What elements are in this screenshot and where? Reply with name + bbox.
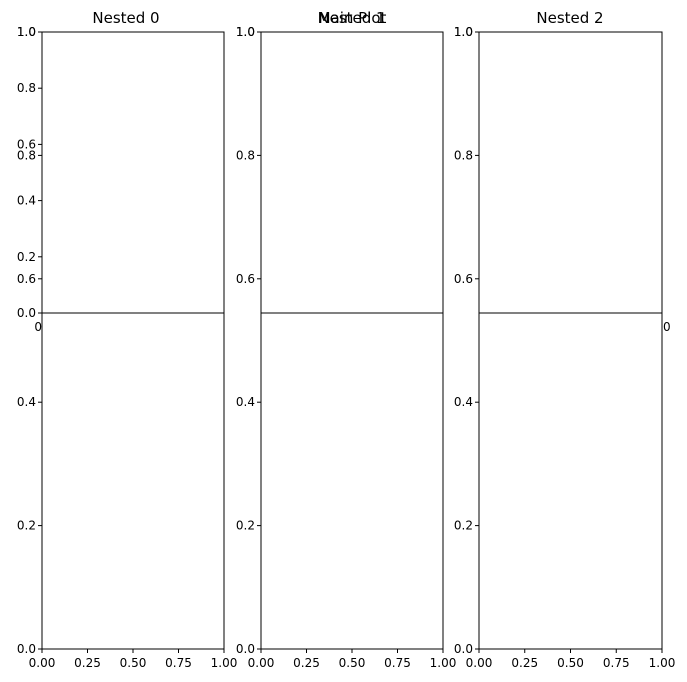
nested-0-ytick-label: 0.8 xyxy=(17,81,36,95)
main-plot-xtick-label: 0.50 xyxy=(339,656,366,670)
main-plot-xtick-label: 0.75 xyxy=(384,656,411,670)
main-plot-col0-ytick-label: 1.0 xyxy=(17,25,36,39)
nested-1-title: Nested 1 xyxy=(318,9,385,27)
main-plot-col1-ytick-label: 0.4 xyxy=(236,395,255,409)
main-plot-col1-ytick-label: 1.0 xyxy=(236,25,255,39)
nested-plot-0: Nested 0 xyxy=(41,9,225,314)
nested-0-title: Nested 0 xyxy=(92,9,159,27)
main-plot-xtick-label: 0.75 xyxy=(603,656,630,670)
nested-0-ytick-label: 0.2 xyxy=(17,250,36,264)
main-plot-col2-ytick-label: 1.0 xyxy=(454,25,473,39)
nested-plot-1: Nested 1 xyxy=(260,9,444,314)
main-plot-xtick-label: 0.50 xyxy=(120,656,147,670)
main-plot-col1-ytick-label: 0.0 xyxy=(236,642,255,656)
nested-2-xtick-label: 0 xyxy=(663,320,671,334)
main-plot-col2-ytick-label: 0.6 xyxy=(454,272,473,286)
main-plot-col2-ytick-label: 0.4 xyxy=(454,395,473,409)
main-plot-xtick-label: 0.00 xyxy=(29,656,56,670)
nested-2-ytick-label: 1.0 xyxy=(454,25,473,39)
main-plot-xtick-label: 1.00 xyxy=(211,656,238,670)
nested-0-ytick-label: 1.0 xyxy=(17,25,36,39)
main-plot-col1-ytick-label: 0.8 xyxy=(236,148,255,162)
main-plot-xtick-label: 1.00 xyxy=(430,656,457,670)
nested-0-xtick-label: 0 xyxy=(34,320,42,334)
main-plot-col0-ytick-label: 0.4 xyxy=(17,395,36,409)
main-plot-col1-ytick-label: 0.2 xyxy=(236,519,255,533)
main-plot-title: Main Plot xyxy=(318,9,387,27)
main-plot-col0-ytick-label: 0.2 xyxy=(17,519,36,533)
main-plot-xtick-label: 0.25 xyxy=(293,656,320,670)
nested-0-ytick-label: 0.0 xyxy=(17,306,36,320)
main-plot-col2-ytick-label: 0.2 xyxy=(454,519,473,533)
main-plot-col2-ytick-label: 0.8 xyxy=(454,148,473,162)
main-plot-xtick-label: 0.00 xyxy=(466,656,493,670)
nested-plot-2: Nested 2 xyxy=(478,9,663,314)
main-plot-xtick-label: 0.75 xyxy=(165,656,192,670)
main-plot-xtick-label: 0.00 xyxy=(248,656,275,670)
nested-2-title: Nested 2 xyxy=(536,9,603,27)
main-plot-xtick-label: 0.25 xyxy=(511,656,538,670)
nested-1-frame xyxy=(260,31,444,314)
main-plot-xtick-label: 1.00 xyxy=(649,656,676,670)
main-plot-xtick-label: 0.50 xyxy=(557,656,584,670)
main-plot-col0-ytick-label: 0.6 xyxy=(17,272,36,286)
main-plot-col0-ytick-label: 0.8 xyxy=(17,148,36,162)
nested-0-ytick-label: 0.6 xyxy=(17,137,36,151)
nested-0-ytick-label: 0.4 xyxy=(17,194,36,208)
main-plot-col0-ytick-label: 0.0 xyxy=(17,642,36,656)
main-plot-xtick-label: 0.25 xyxy=(74,656,101,670)
nested-2-frame xyxy=(478,31,663,314)
nested-0-frame xyxy=(41,31,225,314)
main-plot-col2-ytick-label: 0.0 xyxy=(454,642,473,656)
main-plot-col1-ytick-label: 0.6 xyxy=(236,272,255,286)
nested-1-ytick-label: 1.0 xyxy=(236,25,255,39)
